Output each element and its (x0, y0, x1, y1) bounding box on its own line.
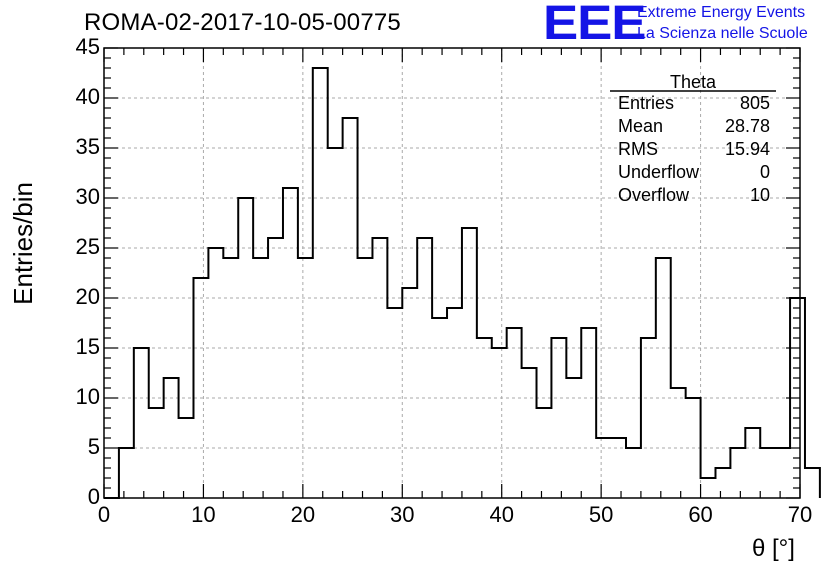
histogram-bin (193, 278, 208, 498)
stats-value-mean: 28.78 (724, 116, 770, 136)
stats-value-underflow: 0 (759, 162, 770, 182)
y-tick-label: 0 (87, 484, 100, 509)
histogram-bin (402, 288, 417, 498)
x-tick-label: 50 (588, 502, 614, 527)
histogram-outline (104, 67, 821, 499)
histogram-bin (179, 418, 194, 498)
x-tick-label: 70 (787, 502, 813, 527)
x-axis-title: θ [°] (752, 535, 795, 562)
histogram-bin (611, 438, 626, 498)
brand-line-2: La Scienza nelle Scuole (637, 25, 808, 42)
y-tick-label: 20 (75, 284, 100, 309)
histogram-step-line (104, 67, 821, 499)
histogram-bin (298, 258, 313, 498)
y-tick-label: 15 (75, 334, 100, 359)
histogram-bin (223, 258, 238, 498)
histogram-bin (492, 348, 507, 498)
brand-line-1: Extreme Energy Events (637, 4, 806, 21)
y-tick-label: 45 (75, 34, 100, 59)
x-tick-label: 0 (97, 502, 111, 527)
y-tick-label: 35 (75, 134, 100, 159)
stats-value-entries: 805 (739, 93, 770, 113)
stats-label-underflow: Underflow (618, 162, 700, 182)
histogram-bin (522, 368, 537, 498)
x-tick-label: 30 (390, 502, 415, 527)
histogram-bin (253, 258, 268, 498)
eee-logo: EEE (543, 0, 646, 50)
histogram-bin (432, 318, 447, 498)
x-tick-label: 20 (290, 502, 316, 527)
y-axis-title-text: Entries/bin (8, 182, 38, 305)
histogram-bin (671, 388, 686, 498)
histogram-bin (462, 228, 477, 498)
stats-box-title: Theta (669, 72, 717, 92)
histogram-bin (507, 328, 522, 498)
histogram-bin (313, 68, 328, 498)
histogram-bin (626, 448, 641, 498)
histogram-bin (701, 478, 716, 498)
histogram-bin (641, 338, 656, 498)
histogram-bin (358, 258, 373, 498)
histogram-bin (477, 338, 492, 498)
histogram-bin (551, 338, 566, 498)
histogram-bin (537, 408, 552, 498)
histogram-bin (134, 348, 149, 498)
histogram-bin (149, 408, 164, 498)
stats-label-entries: Entries (618, 93, 675, 113)
histogram-bin (656, 258, 671, 498)
y-tick-label: 10 (75, 384, 100, 409)
axes-frame (103, 47, 801, 499)
x-tick-label: 60 (688, 502, 713, 527)
histogram-bin (447, 308, 462, 498)
histogram-bin (596, 438, 611, 498)
stats-value-overflow: 10 (749, 185, 770, 205)
histogram-bin (343, 118, 358, 498)
y-tick-label: 30 (75, 184, 100, 209)
stats-label-mean: Mean (618, 116, 664, 136)
y-tick-label: 25 (75, 234, 100, 259)
plot-frame (103, 47, 801, 499)
histogram-bin (745, 428, 760, 498)
histogram-bin (581, 328, 596, 498)
histogram-bin (805, 468, 820, 498)
histogram-bin (417, 238, 432, 498)
histogram-bin (715, 468, 730, 498)
x-tick-label: 40 (489, 502, 514, 527)
histogram-bin (328, 148, 343, 498)
histogram-bin (268, 238, 283, 498)
stats-label-overflow: Overflow (618, 185, 690, 205)
chart-title: ROMA-02-2017-10-05-00775 (84, 9, 401, 36)
histogram-bin (208, 248, 223, 498)
y-tick-label: 40 (75, 84, 100, 109)
histogram-bin (119, 448, 134, 498)
histogram-bin (730, 448, 745, 498)
histogram-bin (372, 238, 387, 498)
histogram-bin (283, 188, 298, 498)
stats-label-rms: RMS (618, 139, 658, 159)
histogram-bin (387, 308, 402, 498)
histogram-bin (760, 448, 775, 498)
histogram-bin (164, 378, 179, 498)
stats-value-rms: 15.94 (724, 139, 770, 159)
histogram-bin (566, 378, 581, 498)
x-tick-label: 10 (191, 502, 216, 527)
y-tick-label: 5 (87, 434, 100, 459)
histogram-bin (775, 448, 790, 498)
